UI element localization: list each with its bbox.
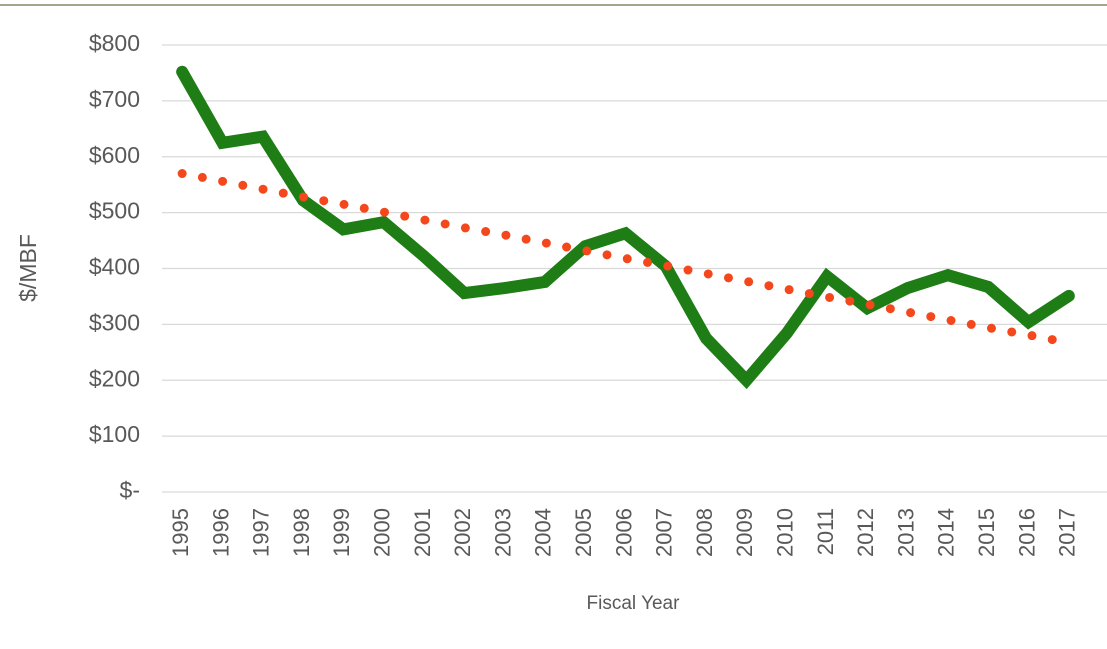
x-tick-label: 2001 bbox=[410, 508, 435, 557]
x-tick-label: 2013 bbox=[893, 508, 918, 557]
x-tick-label: 1998 bbox=[289, 508, 314, 557]
x-tick-label: 2011 bbox=[813, 508, 838, 555]
y-tick-label: $400 bbox=[89, 254, 140, 280]
x-axis-title: Fiscal Year bbox=[587, 593, 681, 614]
y-tick-label: $700 bbox=[89, 86, 140, 112]
y-tick-label: $500 bbox=[89, 198, 140, 224]
x-tick-label: 2016 bbox=[1014, 508, 1039, 557]
x-tick-label: 2007 bbox=[652, 508, 677, 557]
x-tick-label: 2017 bbox=[1055, 508, 1080, 557]
x-tick-label: 2006 bbox=[611, 508, 636, 557]
x-tick-label: 2000 bbox=[369, 508, 394, 557]
y-axis-title: $/MBF bbox=[15, 234, 41, 302]
y-tick-label: $800 bbox=[89, 30, 140, 56]
data-line bbox=[176, 65, 1075, 390]
x-tick-label: 2004 bbox=[531, 508, 556, 557]
y-tick-label: $300 bbox=[89, 309, 140, 335]
x-tick-label: 1999 bbox=[329, 508, 354, 557]
y-tick-label: $- bbox=[120, 477, 140, 503]
x-tick-label: 2010 bbox=[773, 508, 798, 557]
x-tick-label: 1997 bbox=[249, 508, 274, 557]
x-tick-label: 1995 bbox=[168, 508, 193, 557]
x-tick-label: 2014 bbox=[934, 508, 959, 557]
grid bbox=[162, 44, 1107, 493]
x-tick-label: 2012 bbox=[853, 508, 878, 557]
x-tick-label: 2009 bbox=[732, 508, 757, 557]
plot bbox=[176, 65, 1075, 390]
x-tick-label: 2005 bbox=[571, 508, 596, 557]
y-tick-label: $100 bbox=[89, 421, 140, 447]
y-tick-label: $600 bbox=[89, 142, 140, 168]
x-tick-label: 1996 bbox=[208, 508, 233, 557]
y-tick-label: $200 bbox=[89, 365, 140, 391]
x-tick-label: 2015 bbox=[974, 508, 999, 557]
x-tick-label: 2008 bbox=[692, 508, 717, 557]
x-tick-label: 2002 bbox=[450, 508, 475, 557]
x-tick-label: 2003 bbox=[490, 508, 515, 557]
trend-line bbox=[177, 169, 1074, 348]
